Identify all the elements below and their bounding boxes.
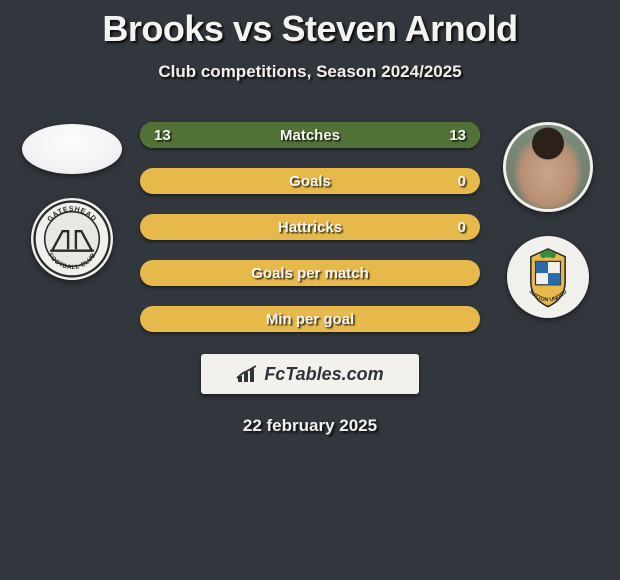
stat-bar-goals: Goals0: [140, 168, 480, 194]
stat-bar-matches: 13Matches13: [140, 122, 480, 148]
player-face-icon: [506, 125, 590, 209]
bar-label: Hattricks: [188, 219, 432, 236]
bar-label: Min per goal: [188, 311, 432, 328]
bar-value-left: 13: [140, 127, 188, 144]
gateshead-crest-icon: GATESHEAD FOOTBALL CLUB: [33, 200, 111, 278]
right-club-crest: SUTTON UNITED: [507, 236, 589, 318]
right-player-photo: [503, 122, 593, 212]
stat-bar-mpg: Min per goal: [140, 306, 480, 332]
date-text: 22 february 2025: [201, 416, 419, 436]
stat-bar-hattricks: Hattricks0: [140, 214, 480, 240]
comparison-card: Brooks vs Steven Arnold Club competition…: [0, 0, 620, 436]
bar-chart-icon: [236, 364, 260, 384]
left-column: GATESHEAD FOOTBALL CLUB: [22, 122, 122, 280]
main-row: GATESHEAD FOOTBALL CLUB 13Matches13 Goals…: [0, 122, 620, 332]
stat-bar-gpm: Goals per match: [140, 260, 480, 286]
bar-label: Matches: [188, 127, 432, 144]
bar-label: Goals: [188, 173, 432, 190]
left-player-photo: [22, 124, 122, 174]
bar-value-right: 0: [432, 173, 480, 190]
brand-text: FcTables.com: [264, 364, 383, 385]
subtitle: Club competitions, Season 2024/2025: [0, 62, 620, 82]
brand-badge[interactable]: FcTables.com: [201, 354, 419, 394]
bar-label: Goals per match: [188, 265, 432, 282]
footer: FcTables.com 22 february 2025: [201, 354, 419, 436]
bar-value-right: 0: [432, 219, 480, 236]
stat-bars: 13Matches13Goals0Hattricks0Goals per mat…: [140, 122, 480, 332]
left-club-crest: GATESHEAD FOOTBALL CLUB: [31, 198, 113, 280]
right-column: SUTTON UNITED: [498, 122, 598, 318]
bar-value-right: 13: [432, 127, 480, 144]
page-title: Brooks vs Steven Arnold: [0, 8, 620, 50]
sutton-crest-icon: SUTTON UNITED: [509, 238, 587, 316]
